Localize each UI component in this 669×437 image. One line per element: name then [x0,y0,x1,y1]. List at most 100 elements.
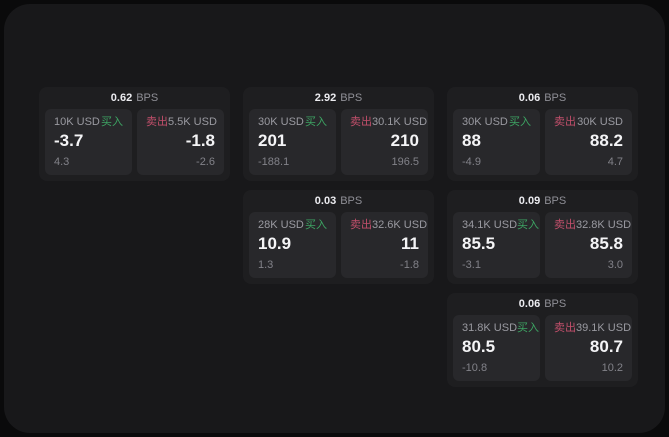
buy-amount: 31.8K USD [462,322,518,334]
buy-tile-top: 34.1K USD 买入 [462,219,539,231]
sell-side-label: 卖出 [554,116,576,128]
sell-amount: 30.1K USD [372,116,428,128]
sell-amount: 30K USD [577,116,623,128]
bps-value: 0.06 [518,297,541,310]
buy-amount: 34.1K USD [462,219,518,231]
sell-tile-top: 卖出 39.1K USD [554,322,631,334]
buy-quote-tile[interactable]: 28K USD 买入 10.9 1.3 [249,212,336,278]
bps-unit-label: BPS [136,91,159,104]
buy-price: -3.7 [54,131,84,150]
bps-header: 2.92 BPS [249,87,428,109]
buy-tile-top: 30K USD 买入 [462,117,531,128]
bps-unit-label: BPS [340,194,363,207]
buy-tile-top: 10K USD 买入 [54,117,123,128]
sell-quote-tile[interactable]: 卖出 39.1K USD 80.7 10.2 [545,315,632,381]
buy-price: 88 [462,131,481,150]
sell-delta: 10.2 [601,362,623,374]
bps-value: 0.06 [518,91,541,104]
quote-card: 2.92 BPS 30K USD 买入 201 -188.1 卖出 30.1K … [243,87,434,181]
sell-delta: 196.5 [391,156,419,168]
quote-tiles: 30K USD 买入 201 -188.1 卖出 30.1K USD 210 1… [249,109,428,175]
quote-card: 0.03 BPS 28K USD 买入 10.9 1.3 卖出 32.6K US… [243,190,434,284]
quote-card: 0.06 BPS 30K USD 买入 88 -4.9 卖出 30K USD [447,87,638,181]
buy-delta: 4.3 [54,156,70,168]
buy-price: 80.5 [462,337,496,356]
sell-tile-top: 卖出 30.1K USD [350,116,427,128]
buy-quote-tile[interactable]: 34.1K USD 买入 85.5 -3.1 [453,212,540,278]
sell-delta: -2.6 [196,156,215,168]
sell-side-label: 卖出 [350,116,372,128]
sell-side-label: 卖出 [554,219,576,231]
quote-card: 0.09 BPS 34.1K USD 买入 85.5 -3.1 卖出 32.8K… [447,190,638,284]
buy-quote-tile[interactable]: 30K USD 买入 88 -4.9 [453,109,540,175]
sell-quote-tile[interactable]: 卖出 32.8K USD 85.8 3.0 [545,212,632,278]
buy-side-label: 买入 [517,322,540,334]
bps-unit-label: BPS [544,91,567,104]
bps-unit-label: BPS [544,297,567,310]
quote-tiles: 10K USD 买入 -3.7 4.3 卖出 5.5K USD -1.8 -2.… [45,109,224,175]
buy-delta: -10.8 [462,362,488,374]
quote-tiles: 31.8K USD 买入 80.5 -10.8 卖出 39.1K USD 80.… [453,315,632,381]
sell-tile-top: 卖出 30K USD [554,117,623,128]
sell-tile-top: 卖出 32.6K USD [350,219,427,231]
quote-tiles: 28K USD 买入 10.9 1.3 卖出 32.6K USD 11 -1.8 [249,212,428,278]
sell-price: 210 [390,131,419,150]
bps-header: 0.03 BPS [249,190,428,212]
bps-header: 0.09 BPS [453,190,632,212]
sell-tile-top: 卖出 5.5K USD [146,116,217,128]
buy-side-label: 买入 [101,116,123,128]
quote-card: 0.62 BPS 10K USD 买入 -3.7 4.3 卖出 5.5K USD [39,87,230,181]
buy-tile-top: 31.8K USD 买入 [462,322,539,334]
bps-unit-label: BPS [544,194,567,207]
sell-side-label: 卖出 [554,322,576,334]
buy-quote-tile[interactable]: 10K USD 买入 -3.7 4.3 [45,109,132,175]
bps-value: 2.92 [314,91,337,104]
buy-price: 201 [258,131,287,150]
sell-quote-tile[interactable]: 卖出 30.1K USD 210 196.5 [341,109,428,175]
quote-card: 0.06 BPS 31.8K USD 买入 80.5 -10.8 卖出 39.1… [447,293,638,387]
main-panel: 0.62 BPS 10K USD 买入 -3.7 4.3 卖出 5.5K USD [4,4,665,433]
bps-header: 0.62 BPS [45,87,224,109]
buy-amount: 30K USD [258,116,304,128]
sell-amount: 32.8K USD [576,219,632,231]
sell-quote-tile[interactable]: 卖出 32.6K USD 11 -1.8 [341,212,428,278]
buy-side-label: 买入 [305,219,327,231]
buy-tile-top: 28K USD 买入 [258,220,327,231]
sell-side-label: 卖出 [350,219,372,231]
quote-cards-grid: 0.62 BPS 10K USD 买入 -3.7 4.3 卖出 5.5K USD [39,87,638,387]
sell-amount: 39.1K USD [576,322,632,334]
sell-price: 11 [401,234,419,253]
buy-price: 10.9 [258,234,292,253]
sell-amount: 5.5K USD [168,116,217,128]
sell-delta: 4.7 [607,156,623,168]
quote-tiles: 34.1K USD 买入 85.5 -3.1 卖出 32.8K USD 85.8… [453,212,632,278]
buy-quote-tile[interactable]: 31.8K USD 买入 80.5 -10.8 [453,315,540,381]
sell-quote-tile[interactable]: 卖出 5.5K USD -1.8 -2.6 [137,109,224,175]
buy-delta: -188.1 [258,156,290,168]
buy-delta: -3.1 [462,259,481,271]
bps-value: 0.09 [518,194,541,207]
buy-delta: -4.9 [462,156,481,168]
bps-header: 0.06 BPS [453,87,632,109]
sell-quote-tile[interactable]: 卖出 30K USD 88.2 4.7 [545,109,632,175]
buy-amount: 28K USD [258,219,304,231]
sell-amount: 32.6K USD [372,219,428,231]
bps-value: 0.62 [110,91,133,104]
bps-value: 0.03 [314,194,337,207]
quote-tiles: 30K USD 买入 88 -4.9 卖出 30K USD 88.2 4.7 [453,109,632,175]
buy-side-label: 买入 [305,116,327,128]
buy-side-label: 买入 [517,219,540,231]
sell-tile-top: 卖出 32.8K USD [554,219,631,231]
sell-side-label: 卖出 [146,116,168,128]
sell-price: 88.2 [589,131,623,150]
buy-tile-top: 30K USD 买入 [258,117,327,128]
buy-side-label: 买入 [509,116,531,128]
buy-amount: 10K USD [54,116,100,128]
sell-delta: 3.0 [607,259,623,271]
sell-price: 80.7 [589,337,623,356]
sell-price: 85.8 [589,234,623,253]
buy-quote-tile[interactable]: 30K USD 买入 201 -188.1 [249,109,336,175]
bps-unit-label: BPS [340,91,363,104]
bps-header: 0.06 BPS [453,293,632,315]
sell-price: -1.8 [185,131,215,150]
